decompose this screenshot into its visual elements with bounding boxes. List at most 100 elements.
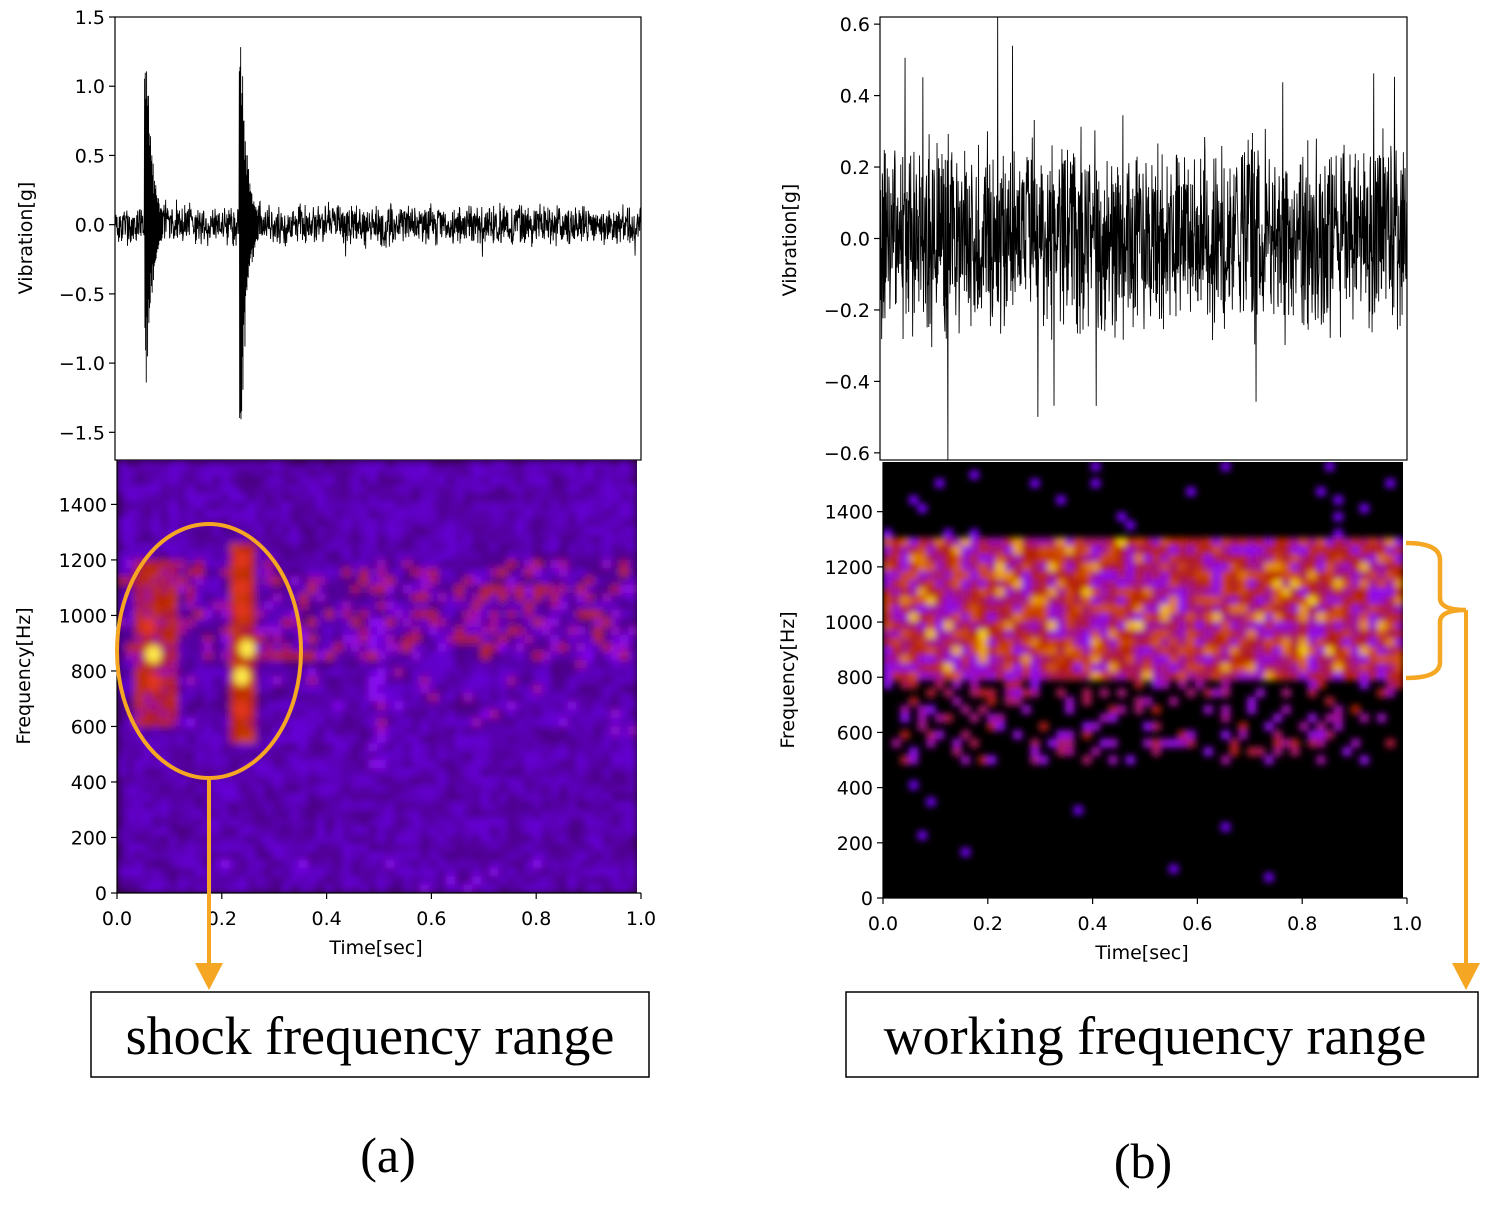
spectrogram-cell	[1229, 604, 1239, 614]
spectrogram-cell	[411, 593, 421, 603]
spectrogram-cell	[1316, 671, 1326, 681]
spectrogram-cell	[619, 568, 629, 578]
spectrogram-cell	[420, 634, 430, 644]
spectrogram-cell	[221, 509, 231, 519]
spectrogram-cell	[238, 493, 248, 503]
spectrogram-cell	[151, 518, 161, 528]
spectrogram-cell	[281, 676, 291, 686]
spectrogram-cell	[307, 468, 317, 478]
spectrogram-cell	[1065, 612, 1075, 622]
spectrogram-cell	[117, 551, 127, 561]
spectrogram-cell	[333, 484, 343, 494]
spectrogram-cell	[1030, 545, 1040, 555]
spectrogram-cell	[995, 671, 1005, 681]
spectrogram-cell	[1221, 822, 1231, 832]
spectrogram-cell	[151, 593, 161, 603]
spectrogram-cell	[593, 593, 603, 603]
spectrogram-cell	[619, 676, 629, 686]
spectrogram-cell	[316, 584, 326, 594]
spectrogram-cell	[593, 684, 603, 694]
spectrogram-cell	[420, 534, 430, 544]
spectrogram-cell	[585, 793, 595, 803]
spectrogram-cell	[1342, 654, 1352, 664]
spectrogram-cell	[247, 626, 257, 636]
spectrogram-cell	[541, 468, 551, 478]
spectrogram-cell	[995, 571, 1005, 580]
spectrogram-cell	[1143, 721, 1153, 731]
spectrogram-cell	[333, 693, 343, 703]
spectrogram-cell	[1108, 579, 1118, 589]
spectrogram-cell	[143, 784, 153, 794]
spectrogram-cell	[134, 593, 144, 603]
spectrogram-cell	[125, 476, 135, 486]
spectrogram-cell	[1195, 562, 1205, 572]
spectrogram-cell	[307, 684, 317, 694]
spectrogram-cell	[1047, 545, 1057, 555]
spectrogram-cell	[394, 559, 404, 569]
spectrogram-cell	[463, 668, 473, 678]
spectrogram-cell	[524, 509, 534, 519]
spectrogram-cell	[619, 584, 629, 594]
spectrogram-cell	[472, 626, 482, 636]
spectrogram-cell	[628, 718, 637, 728]
spectrogram-cell	[411, 509, 421, 519]
spectrogram-cell	[117, 568, 127, 578]
spectrogram-cell	[117, 559, 127, 569]
spectrogram-cell	[541, 784, 551, 794]
spectrogram-cell	[585, 718, 595, 728]
spectrogram-cell	[273, 543, 283, 553]
spectrogram-cell	[1273, 562, 1283, 572]
spectrogram-cell	[1290, 671, 1300, 681]
spectrogram-cell	[900, 638, 910, 648]
spectrogram-cell	[593, 534, 603, 544]
spectrogram-cell	[385, 693, 395, 703]
spectrogram-cell	[550, 718, 560, 728]
spectrogram-cell	[160, 793, 170, 803]
spectrogram-cell	[1377, 571, 1387, 580]
spectrogram-cell	[1039, 562, 1049, 572]
spectrogram-cell	[342, 501, 352, 511]
spectrogram-cell	[507, 826, 517, 836]
spectrogram-cell	[611, 693, 621, 703]
spectrogram-cell	[437, 576, 447, 586]
spectrogram-cell	[177, 693, 187, 703]
spectrogram-cell	[403, 651, 413, 661]
spectrogram-cell	[1013, 554, 1023, 564]
spectrogram-cell	[1030, 755, 1040, 765]
spectrogram-cell	[177, 643, 187, 653]
spectrogram-cell	[507, 876, 517, 886]
spectrogram-cell	[169, 676, 179, 686]
spectrogram-cell	[1056, 671, 1066, 681]
spectrogram-cell	[403, 693, 413, 703]
spectrogram-cell	[550, 576, 560, 586]
spectrogram-cell	[611, 768, 621, 778]
spectrogram-cell	[978, 587, 988, 597]
spectrogram-cell	[229, 626, 239, 636]
spectrogram-cell	[943, 529, 953, 539]
spectrogram-cell	[1125, 654, 1135, 664]
spectrogram-cell	[195, 709, 205, 719]
spectrogram-cell	[333, 568, 343, 578]
spectrogram-cell	[238, 718, 248, 728]
spectrogram-cell	[611, 518, 621, 528]
spectrogram-cell	[995, 545, 1005, 555]
spectrogram-cell	[1351, 638, 1361, 648]
spectrogram-cell	[1359, 680, 1369, 689]
spectrogram-cell	[359, 793, 369, 803]
spectrogram-cell	[602, 534, 612, 544]
spectrogram-cell	[1004, 663, 1014, 673]
spectrogram-cell	[169, 751, 179, 761]
spectrogram-cell	[342, 784, 352, 794]
spectrogram-cell	[125, 668, 135, 678]
spectrogram-cell	[160, 868, 170, 877]
spectrogram-cell	[619, 501, 629, 511]
spectrogram-cell	[481, 676, 491, 686]
spectrogram-cell	[489, 609, 499, 619]
spectrogram-cell	[290, 676, 300, 686]
spectrogram-cell	[1238, 537, 1248, 547]
spectrogram-cell	[1264, 596, 1274, 606]
spectrogram-cell	[524, 501, 534, 511]
spectrogram-cell	[455, 701, 465, 711]
spectrogram-cell	[611, 701, 621, 711]
spectrogram-cell	[195, 543, 205, 553]
